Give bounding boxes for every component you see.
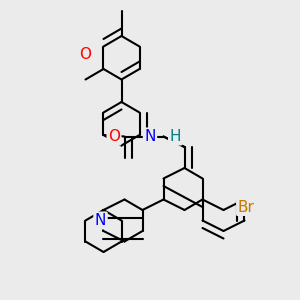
Text: Br: Br <box>238 200 254 214</box>
Text: O: O <box>80 46 92 62</box>
Text: N: N <box>144 129 156 144</box>
Text: H: H <box>169 129 181 144</box>
Text: O: O <box>108 129 120 144</box>
Text: N: N <box>95 213 106 228</box>
